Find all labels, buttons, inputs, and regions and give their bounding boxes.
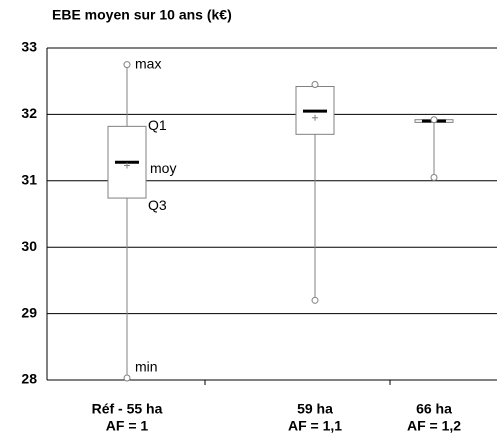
annotation: moy: [150, 160, 176, 176]
x-tick-label: AF = 1,2: [407, 418, 461, 434]
min-marker: [311, 296, 319, 304]
max-marker: [430, 116, 438, 124]
mean-marker: [124, 162, 130, 169]
y-tick-label: 30: [21, 238, 37, 254]
x-tick-label: 66 ha: [416, 401, 452, 417]
y-tick-label: 28: [21, 371, 37, 387]
mean-marker: [312, 114, 318, 121]
chart-title: EBE moyen sur 10 ans (k€): [52, 7, 232, 23]
y-tick-label: 31: [21, 172, 37, 188]
max-marker: [123, 61, 131, 69]
min-marker: [430, 173, 438, 181]
x-tick-label: 59 ha: [297, 401, 333, 417]
y-tick-label: 29: [21, 304, 37, 320]
annotation: min: [135, 359, 158, 375]
annotation: max: [135, 55, 161, 71]
x-tick-label: Réf - 55 ha: [92, 401, 163, 417]
y-tick-label: 33: [21, 39, 37, 55]
x-tick-label: AF = 1: [106, 418, 149, 434]
max-marker: [311, 81, 319, 89]
annotation: Q3: [148, 197, 167, 213]
annotation: Q1: [148, 117, 167, 133]
y-tick-label: 32: [21, 105, 37, 121]
min-marker: [123, 374, 131, 382]
x-tick-label: AF = 1,1: [288, 418, 342, 434]
